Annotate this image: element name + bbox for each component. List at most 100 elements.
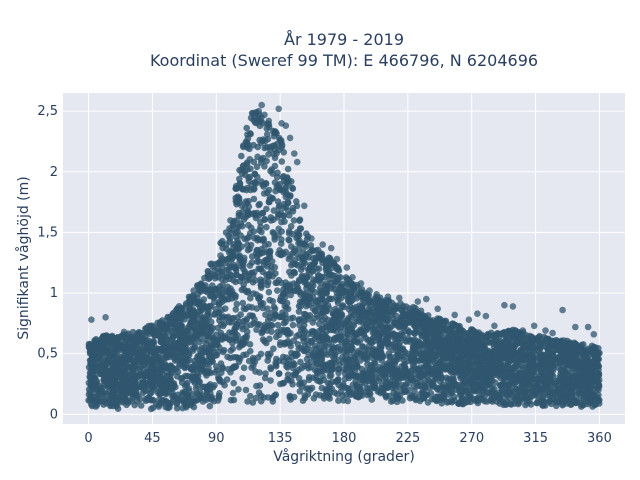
data-point [225,313,232,321]
data-point [537,345,544,352]
data-point [451,368,459,376]
data-point [206,402,214,410]
data-point [522,393,529,400]
data-point [430,330,438,338]
data-point [291,256,299,264]
data-point [508,333,516,340]
data-point [180,359,187,367]
data-point [190,338,198,345]
data-point [219,292,226,300]
data-point [193,311,200,319]
data-point [250,186,258,193]
data-point [98,366,105,374]
data-point [415,382,423,389]
data-point [271,392,279,399]
data-point [232,306,240,313]
data-point [277,326,285,334]
data-point [200,296,208,303]
data-point [236,175,243,183]
data-point [239,299,247,307]
data-point [263,223,270,231]
data-point [268,322,276,329]
data-point [228,248,235,256]
data-point [284,207,292,215]
data-point [549,367,557,374]
data-point [162,384,170,391]
data-point [289,321,297,329]
data-point [104,359,111,367]
data-point [280,173,287,180]
data-point [185,350,193,357]
data-point [449,389,456,396]
data-point [244,241,251,249]
data-point [399,345,407,352]
data-point [412,395,420,403]
data-point [234,314,241,321]
data-point [274,287,281,294]
data-point [525,349,533,357]
data-points [85,101,603,413]
data-point [270,303,278,311]
data-point [325,366,333,374]
data-point [446,366,453,374]
data-point [171,357,179,364]
data-point [533,399,541,407]
data-point [580,401,587,409]
chart-title-line1: År 1979 - 2019 [284,30,404,49]
data-point [163,353,171,360]
data-point [441,393,448,401]
data-point [142,395,150,403]
data-point [359,376,367,384]
data-point [228,319,235,326]
data-point [114,401,121,408]
data-point [297,358,304,366]
data-point [249,210,256,218]
data-point [275,211,283,219]
data-point [225,232,232,240]
data-point [409,349,416,357]
data-point [422,378,429,385]
data-point [532,392,540,399]
data-point [114,387,122,394]
data-point [104,368,112,376]
data-point [346,303,354,310]
data-point [302,241,309,248]
data-point [308,338,316,346]
data-point [384,384,392,391]
data-point [537,337,545,345]
data-point [337,388,345,396]
data-point [546,397,554,405]
data-point [530,355,537,363]
data-point [155,403,163,410]
data-point [253,163,261,171]
data-point [156,373,164,380]
data-point [318,361,325,369]
data-point [355,312,363,320]
data-point [402,303,410,310]
data-point [229,389,237,397]
data-point [460,330,467,338]
data-point [278,218,285,226]
data-point [438,375,445,382]
data-point [134,373,141,381]
data-point [363,309,370,317]
data-point [312,391,320,398]
data-point [251,234,258,242]
data-point [404,350,411,358]
data-point [263,125,271,132]
data-point [236,277,244,285]
data-point [288,262,295,269]
data-point [493,354,501,362]
data-point [107,398,114,406]
data-point [363,326,370,333]
data-point [449,374,457,381]
data-point [376,332,384,339]
data-point [266,248,273,255]
data-point [373,366,381,374]
data-point [287,223,295,230]
data-point [429,356,437,364]
data-point [245,303,252,311]
data-point [117,392,125,400]
data-point [253,258,261,266]
